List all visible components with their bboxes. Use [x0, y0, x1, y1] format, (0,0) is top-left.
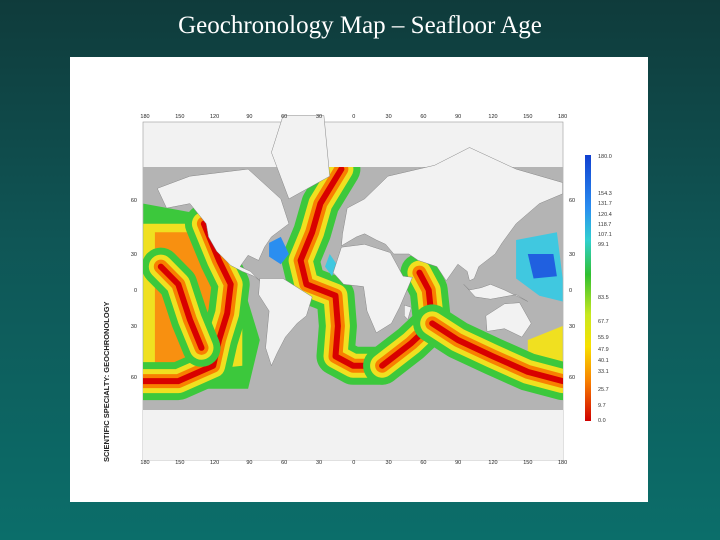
labels: 180 150 120 90 60 30 0 30 60 90 120 150 180 180 150 120…: [102, 114, 612, 466]
legend-label: 99.1: [598, 242, 609, 248]
southeast-indian-ridge: [429, 320, 563, 385]
legend-label: 131.7: [598, 201, 612, 207]
lat-label: 60: [569, 198, 575, 204]
legend-label: 9.7: [598, 403, 606, 409]
lon-label: 180: [558, 460, 567, 466]
lon-label: 180: [140, 114, 149, 120]
lat-label: 0: [134, 288, 137, 294]
landmass: [485, 302, 532, 338]
east-pacific-rise: [143, 220, 234, 385]
lon-label: 30: [316, 460, 322, 466]
legend-label: 33.1: [598, 369, 609, 375]
lon-label: 30: [386, 460, 392, 466]
legend-label: 0.0: [598, 418, 606, 424]
legend-label: 83.5: [598, 295, 609, 301]
lon-label: 60: [281, 460, 287, 466]
legend-label: 55.9: [598, 335, 609, 341]
legend-label: 120.4: [598, 212, 612, 218]
lon-label: 150: [523, 114, 532, 120]
antarctica: [143, 410, 563, 460]
landmass: [271, 115, 330, 200]
lon-label: 180: [558, 114, 567, 120]
lon-label: 90: [455, 460, 461, 466]
color-bar: [585, 155, 591, 421]
lon-label: 60: [420, 114, 426, 120]
lon-label: 30: [316, 114, 322, 120]
landmass: [404, 304, 412, 321]
lat-label: 30: [131, 324, 137, 330]
legend-label: 47.9: [598, 347, 609, 353]
seafloor-age-map: 180 150 120 90 60 30 0 30 60 90 120 150 180 180 150 120…: [102, 114, 612, 466]
lon-label: 90: [246, 114, 252, 120]
lon-label: 90: [455, 114, 461, 120]
pacific-interior: [157, 263, 205, 351]
landmass: [258, 278, 313, 367]
lat-label: 60: [131, 375, 137, 381]
west-pacific-oldest: [527, 254, 557, 279]
lon-label: 150: [175, 460, 184, 466]
lat-label: 60: [131, 198, 137, 204]
legend-label: 118.7: [598, 222, 611, 228]
landmass: [332, 244, 413, 334]
legend-label: 40.1: [598, 358, 609, 364]
lon-label: 60: [281, 114, 287, 120]
lon-label: 120: [210, 114, 219, 120]
lon-label: 90: [246, 460, 252, 466]
lon-label: 120: [488, 114, 497, 120]
legend-label: 107.1: [598, 232, 612, 238]
lon-label: 30: [386, 114, 392, 120]
lon-label: 60: [420, 460, 426, 466]
lon-label: 0: [352, 460, 355, 466]
map-heading: SCIENTIFIC SPECIALTY: GEOCHRONOLOGY: [102, 301, 111, 462]
lat-label: 30: [131, 252, 137, 258]
slide-title: Geochronology Map – Seafloor Age: [178, 12, 542, 39]
landmass: [463, 284, 528, 302]
lat-label: 0: [569, 288, 572, 294]
land-layer: [143, 115, 563, 460]
lat-label: 30: [569, 252, 575, 258]
lon-label: 0: [352, 114, 355, 120]
lat-label: 30: [569, 324, 575, 330]
legend-label: 25.7: [598, 387, 609, 393]
legend-label: 67.7: [598, 319, 609, 325]
lon-label: 150: [175, 114, 184, 120]
legend-label: 154.3: [598, 191, 612, 197]
legend-label: 180.0: [598, 154, 612, 160]
landmass: [341, 147, 563, 282]
lon-label: 150: [523, 460, 532, 466]
landmass: [156, 168, 290, 281]
north-atlantic-old: [269, 236, 289, 265]
ocean-age-layer: [143, 167, 563, 401]
lon-label: 120: [488, 460, 497, 466]
lon-label: 180: [140, 460, 149, 466]
map-panel: 180 150 120 90 60 30 0 30 60 90 120 150 180 180 150 120…: [70, 57, 648, 502]
lat-label: 60: [569, 375, 575, 381]
mid-atlantic-ridge: [297, 167, 386, 369]
lon-label: 120: [210, 460, 219, 466]
